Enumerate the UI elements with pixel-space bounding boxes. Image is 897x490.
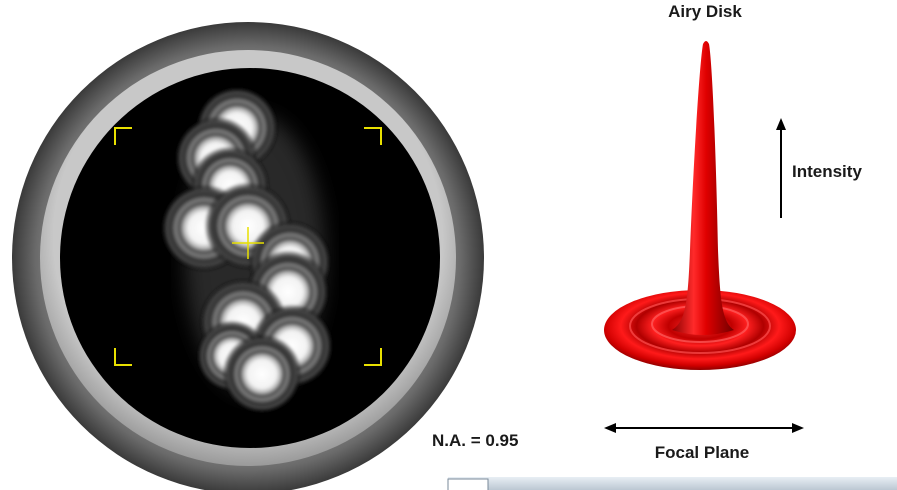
title: Airy Disk (668, 2, 742, 21)
airy-spot (222, 334, 302, 414)
arrow-head (604, 423, 616, 433)
slider[interactable] (448, 477, 897, 490)
intensity-label: Intensity (792, 162, 862, 181)
slider-track[interactable] (448, 477, 897, 490)
airy-profile (604, 41, 796, 370)
slider-thumb[interactable] (448, 479, 488, 490)
focal-plane-arrow (604, 423, 804, 433)
airy-disk-illustration: Airy Disk Intensity Focal Plane N.A. = 0… (0, 0, 897, 490)
page: Airy Disk Intensity Focal Plane N.A. = 0… (0, 0, 897, 490)
arrow-head (776, 118, 786, 130)
numerical-aperture-label: N.A. = 0.95 (432, 431, 518, 450)
focal-plane-label: Focal Plane (655, 443, 749, 462)
arrow-head (792, 423, 804, 433)
intensity-arrow (776, 118, 786, 218)
